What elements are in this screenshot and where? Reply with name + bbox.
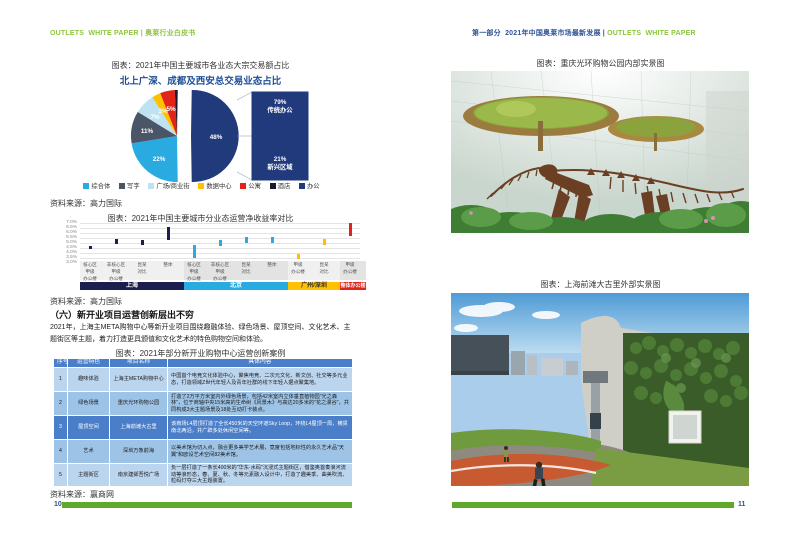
svg-text:21%: 21% — [274, 156, 287, 163]
svg-text:7%: 7% — [150, 114, 160, 121]
svg-text:新兴区域: 新兴区域 — [267, 162, 293, 171]
svg-text:79%: 79% — [274, 99, 287, 106]
svg-text:11%: 11% — [141, 128, 154, 135]
svg-text:22%: 22% — [153, 156, 166, 163]
svg-text:48%: 48% — [210, 134, 223, 141]
svg-text:5%: 5% — [166, 106, 176, 113]
svg-text:传统办公: 传统办公 — [266, 105, 293, 114]
